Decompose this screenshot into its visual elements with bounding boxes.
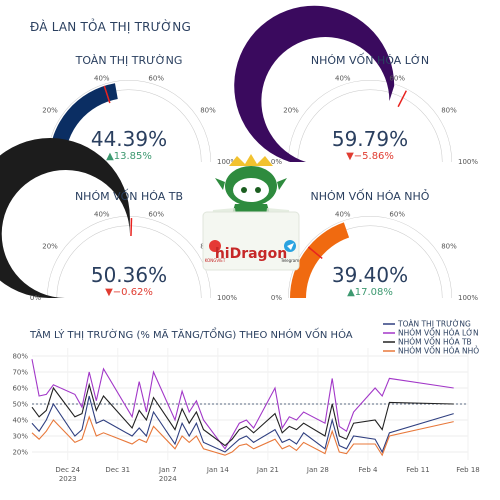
legend-entry: NHÓM VỐN HÓA LỚN [398, 328, 479, 338]
line-chart-title: TÂM LÝ THỊ TRƯỜNG (% MÃ TĂNG/TỔNG) THEO … [29, 326, 353, 341]
gauge-tick-label: 100% [458, 158, 478, 166]
gauge-delta: ▼−0.62% [105, 287, 153, 298]
series-line-1 [31, 395, 454, 454]
x-tick-label: Feb 11 [406, 466, 430, 474]
gauge-delta: ▼−5.86% [346, 151, 394, 162]
gauge-tick-label: 100% [458, 294, 478, 302]
page-title: ĐÀ LAN TỎA THỊ TRƯỜNG [30, 20, 191, 34]
y-tick-label: 50% [12, 401, 28, 409]
gauge-bar [0, 138, 130, 298]
series-line-3 [31, 382, 454, 447]
gauge-tick-label: 80% [441, 106, 457, 114]
y-tick-label: 80% [12, 353, 28, 361]
series-line-4 [31, 415, 454, 457]
brand-text: hiDragon [215, 246, 287, 262]
gauge-tick-label: 40% [335, 74, 351, 82]
x-tick-label: Feb 4 [358, 466, 378, 474]
gauge-value: 44.39% [91, 127, 167, 151]
gauge-threshold [130, 218, 133, 237]
gauge-bar [290, 222, 350, 298]
gauge-tick-label: 40% [335, 210, 351, 218]
gauge-tick-label: 40% [94, 210, 110, 218]
x-tick-label: Dec 31 [105, 466, 130, 474]
sentiment-line-chart: TÂM LÝ THỊ TRƯỜNG (% MÃ TĂNG/TỔNG) THEO … [12, 320, 480, 484]
x-tick-year: 2024 [159, 475, 177, 483]
x-tick-label: Feb 18 [456, 466, 480, 474]
gauge-tick-label: 0% [30, 294, 41, 302]
gauge-title: TOÀN THỊ TRƯỜNG [75, 54, 183, 67]
gauge-delta: ▲17.08% [347, 287, 393, 298]
gauge-threshold [103, 85, 111, 104]
gauge-tick-label: 60% [389, 210, 405, 218]
y-tick-label: 70% [12, 369, 28, 377]
gauge-threshold [307, 246, 323, 260]
gauge-tick-label: 60% [148, 210, 164, 218]
gauge-tick-label: 100% [217, 158, 237, 166]
legend-entry: TOÀN THỊ TRƯỜNG [397, 320, 471, 329]
gauge-title: NHÓM VỐN HÓA TB [75, 189, 183, 203]
gauge-tick-label: 60% [148, 74, 164, 82]
gauge-value: 50.36% [91, 263, 167, 287]
x-tick-label: Dec 24 [55, 466, 80, 474]
y-tick-label: 60% [12, 385, 28, 393]
right-caption: Telegram [280, 258, 299, 263]
left-caption: KONGVIET [205, 258, 226, 263]
gauge-tick-label: 20% [42, 242, 58, 250]
gauge-title: NHÓM VỐN HÓA LỚN [311, 53, 429, 67]
gauges-panel: 0%20%40%60%80%100%TOÀN THỊ TRƯỜNG44.39%▲… [0, 5, 478, 302]
gauge-tick-label: 80% [441, 242, 457, 250]
gauge-tick-label: 0% [271, 158, 282, 166]
gauge-tick-label: 0% [271, 294, 282, 302]
y-tick-label: 30% [12, 433, 28, 441]
gauge-tick-label: 20% [42, 106, 58, 114]
series-line-2 [31, 359, 454, 450]
gauge-tick-label: 60% [389, 74, 405, 82]
gauge-threshold [397, 90, 407, 108]
gauge-value: 39.40% [332, 263, 408, 287]
gauge-title: NHÓM VỐN HÓA NHỎ [311, 189, 430, 203]
hidragon-logo: KONGVIET hiDragon Telegram [195, 152, 307, 272]
gauge-bar [234, 5, 395, 162]
legend-entry: NHÓM VỐN HÓA TB [398, 337, 472, 347]
x-tick-label: Jan 7 [158, 466, 176, 474]
x-tick-label: Jan 21 [256, 466, 279, 474]
x-tick-label: Jan 14 [206, 466, 229, 474]
y-tick-label: 20% [12, 449, 28, 457]
x-tick-year: 2023 [59, 475, 77, 483]
x-tick-label: Jan 28 [306, 466, 329, 474]
gauge-2: 0% 20% 40% 60% 80% 100% NHÓM VỐN HÓA LỚN 59.79%… [234, 5, 478, 166]
y-tick-label: 40% [12, 417, 28, 425]
gauge-tick-label: 80% [200, 106, 216, 114]
gauge-tick-label: 40% [94, 74, 110, 82]
gauge-value: 59.79% [332, 127, 408, 151]
gauge-tick-label: 100% [217, 294, 237, 302]
gauge-delta: ▲13.85% [106, 151, 152, 162]
legend-entry: NHÓM VỐN HÓA NHỎ [398, 346, 479, 356]
gauge-tick-label: 20% [283, 106, 299, 114]
